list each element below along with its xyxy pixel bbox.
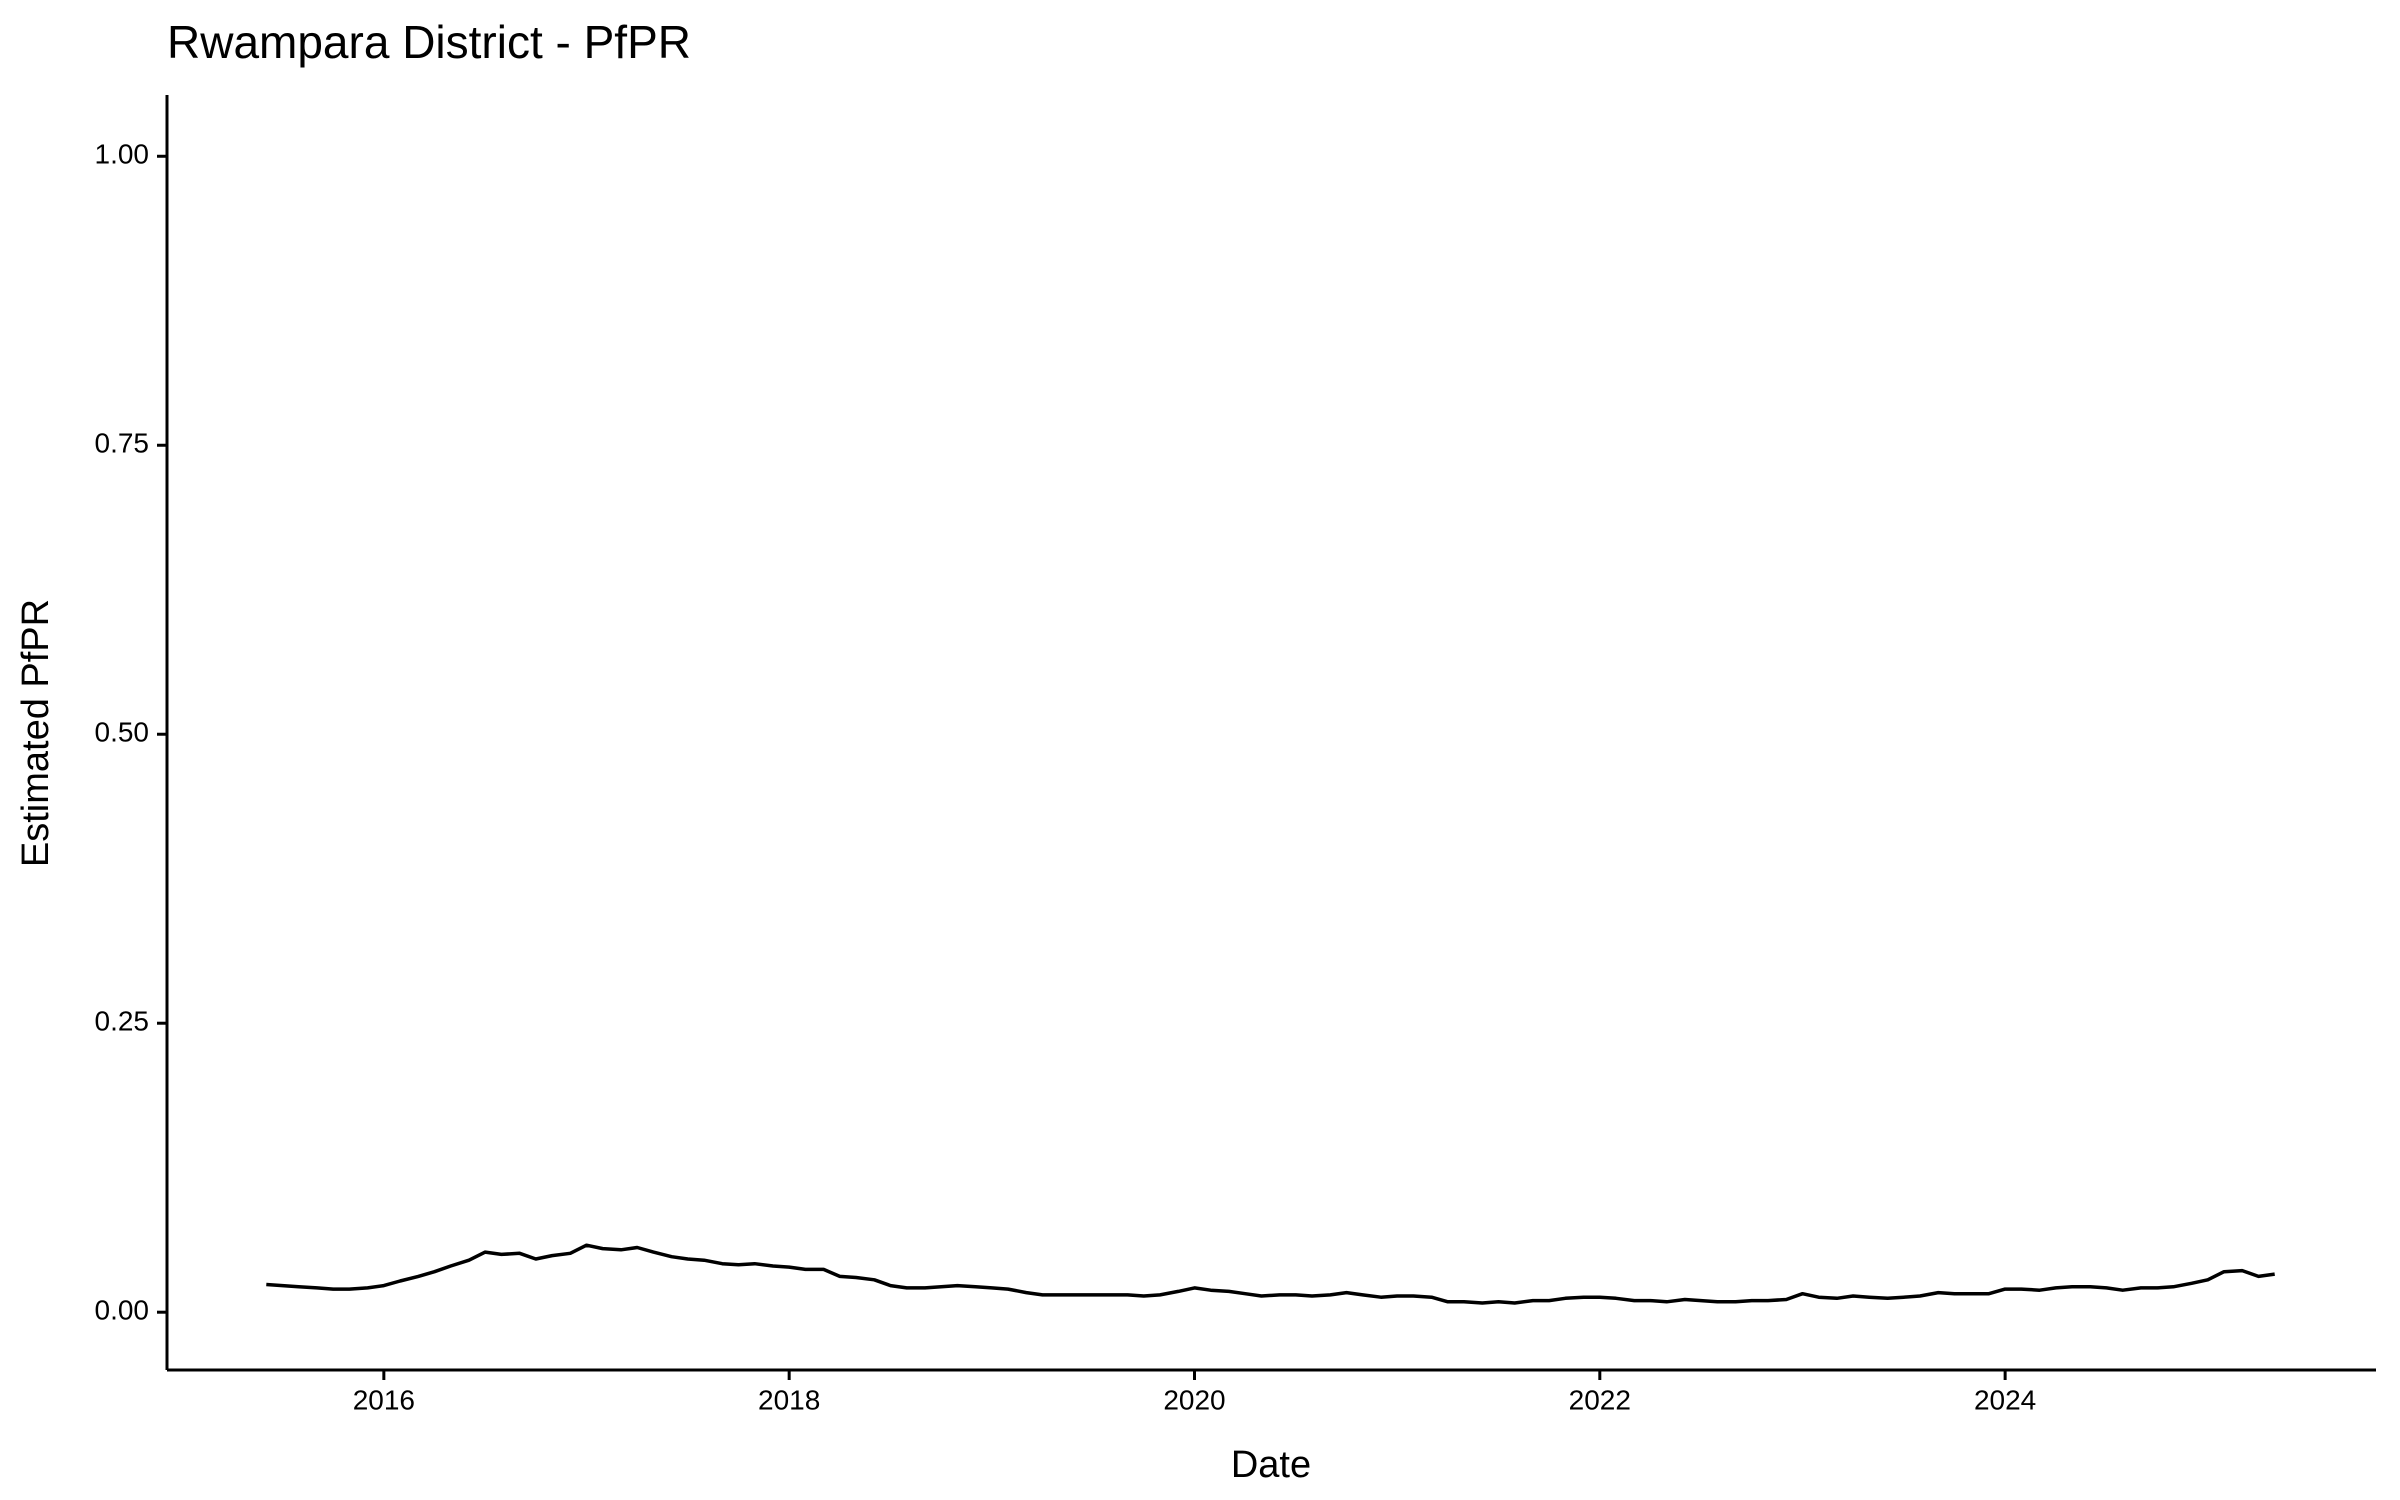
y-tick-label: 0.00 — [95, 1295, 150, 1326]
y-tick-label: 0.50 — [95, 717, 150, 748]
x-tick-label: 2020 — [1163, 1384, 1225, 1415]
y-tick-label: 0.25 — [95, 1006, 150, 1037]
y-tick-label: 0.75 — [95, 428, 150, 459]
chart-title: Rwampara District - PfPR — [167, 16, 691, 68]
x-tick-label: 2024 — [1974, 1384, 2036, 1415]
y-tick-label: 1.00 — [95, 139, 150, 170]
data-line — [266, 1243, 2275, 1305]
y-axis-label: Estimated PfPR — [15, 599, 57, 867]
x-axis-label: Date — [1231, 1444, 1311, 1486]
x-tick-label: 2016 — [353, 1384, 415, 1415]
x-tick-label: 2018 — [758, 1384, 820, 1415]
x-tick-label: 2022 — [1569, 1384, 1631, 1415]
